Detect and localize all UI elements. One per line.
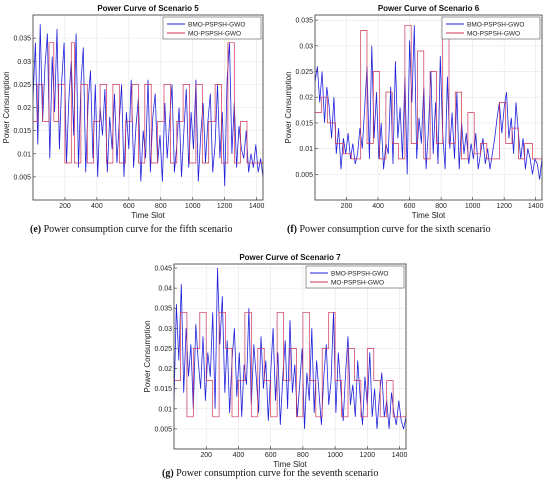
x-axis-label: Time Slot <box>273 460 307 469</box>
x-tick-label: 1400 <box>528 203 544 210</box>
y-tick-label: 0.02 <box>158 366 172 373</box>
caption-scenario-7: (g) Power consumption curve for the seve… <box>162 468 378 479</box>
y-tick-label: 0.025 <box>13 82 31 89</box>
caption-tag: (f) <box>287 224 297 235</box>
legend-entry: BMO-PSPSH-GWO <box>331 270 388 277</box>
x-tick-label: 400 <box>372 203 384 210</box>
chart-title: Power Curve of Scenario 5 <box>97 4 199 13</box>
x-axis-label: Time Slot <box>131 211 165 220</box>
y-tick-label: 0.04 <box>158 286 172 293</box>
y-tick-label: 0.03 <box>299 43 313 50</box>
x-tick-label: 1200 <box>217 203 233 210</box>
series-line-mo-pspsh-gwo <box>33 42 263 164</box>
series-line-mo-pspsh-gwo <box>315 19 542 160</box>
x-tick-label: 1200 <box>496 203 512 210</box>
x-tick-label: 400 <box>91 203 103 210</box>
y-tick-label: 0.005 <box>154 426 172 433</box>
x-tick-label: 600 <box>123 203 135 210</box>
series-line-bmo-pspsh-gwo <box>315 25 542 180</box>
x-tick-label: 200 <box>59 203 71 210</box>
x-tick-label: 1000 <box>465 203 481 210</box>
x-tick-label: 1400 <box>392 452 408 459</box>
legend-entry: BMO-PSPSH-GWO <box>188 21 245 28</box>
legend-entry: MO-PSPSH-GWO <box>467 30 520 37</box>
x-tick-label: 800 <box>155 203 167 210</box>
chart-panel-scenario-5: 200 400 600 800 1000 1200 1400 0.005 0.01 0.015 0.… <box>0 0 275 240</box>
caption-scenario-6: (f) Power consumption curve for the sixt… <box>287 224 491 235</box>
x-tick-label: 600 <box>265 452 277 459</box>
y-tick-label: 0.035 <box>154 306 172 313</box>
caption-tag: (e) <box>30 224 42 235</box>
chart-panel-scenario-6: 200 400 600 800 1000 1200 1400 0.005 0.01 0.015 0.… <box>275 0 550 240</box>
chart-svg-scenario-7: 200 400 600 800 1000 1200 1400 0.005 0.01 0.015 0.… <box>143 253 408 469</box>
chart-svg-scenario-5: 200 400 600 800 1000 1200 1400 0.005 0.01 0.015 0.… <box>2 4 265 220</box>
legend-entry: BMO-PSPSH-GWO <box>467 21 524 28</box>
x-axis-label: Time Slot <box>412 211 446 220</box>
x-tick-label: 1000 <box>185 203 201 210</box>
chart-title: Power Curve of Scenario 7 <box>239 253 341 262</box>
x-tick-label: 200 <box>200 452 212 459</box>
y-axis-label: Power Consumption <box>2 71 11 143</box>
legend-entry: MO-PSPSH-GWO <box>331 279 384 286</box>
x-tick-label: 600 <box>404 203 416 210</box>
x-tick-label: 1400 <box>249 203 265 210</box>
legend-box <box>441 16 541 40</box>
y-tick-label: 0.005 <box>13 174 31 181</box>
legend-box <box>305 265 405 289</box>
caption-tag: (g) <box>162 468 174 479</box>
x-tick-label: 1200 <box>360 452 376 459</box>
series-line-mo-pspsh-gwo <box>174 311 406 418</box>
caption-text: Power consumption curve for the seventh … <box>173 468 379 479</box>
legend-entry: MO-PSPSH-GWO <box>188 30 241 37</box>
axes-box <box>173 263 407 450</box>
caption-scenario-5: (e) Power consumption curve for the fift… <box>30 224 232 235</box>
x-tick-label: 400 <box>233 452 245 459</box>
y-tick-label: 0.03 <box>158 326 172 333</box>
axes-box <box>314 14 543 201</box>
y-tick-label: 0.035 <box>13 36 31 43</box>
y-axis-label: Power Consumption <box>284 71 293 143</box>
y-tick-label: 0.015 <box>13 128 31 135</box>
y-tick-label: 0.01 <box>158 406 172 413</box>
y-tick-label: 0.01 <box>299 146 313 153</box>
y-tick-label: 0.02 <box>17 105 31 112</box>
plot-area <box>315 15 542 200</box>
legend-box <box>162 16 262 40</box>
y-tick-label: 0.035 <box>295 18 313 25</box>
chart-title: Power Curve of Scenario 6 <box>378 4 480 13</box>
x-tick-label: 1000 <box>327 452 343 459</box>
x-tick-label: 800 <box>297 452 309 459</box>
y-tick-label: 0.025 <box>295 69 313 76</box>
y-tick-label: 0.015 <box>154 386 172 393</box>
chart-panel-scenario-7: 200 400 600 800 1000 1200 1400 0.005 0.01 0.015 0.… <box>140 250 415 484</box>
y-tick-label: 0.02 <box>299 95 313 102</box>
chart-svg-scenario-6: 200 400 600 800 1000 1200 1400 0.005 0.01 0.015 0.… <box>284 4 544 220</box>
y-tick-label: 0.01 <box>17 151 31 158</box>
y-axis-label: Power Consumption <box>143 320 152 392</box>
x-tick-label: 200 <box>341 203 353 210</box>
y-tick-label: 0.015 <box>295 120 313 127</box>
x-tick-label: 800 <box>435 203 447 210</box>
y-tick-label: 0.045 <box>154 266 172 273</box>
y-tick-label: 0.005 <box>295 172 313 179</box>
y-tick-label: 0.025 <box>154 346 172 353</box>
caption-text: Power consumption curve for the fifth sc… <box>41 224 233 235</box>
caption-text: Power consumption curve for the sixth sc… <box>297 224 491 235</box>
y-tick-label: 0.03 <box>17 59 31 66</box>
